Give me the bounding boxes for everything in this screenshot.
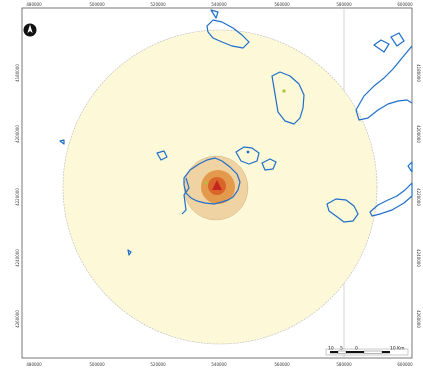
coastline-east-islet [235, 146, 260, 165]
vent-marker-icon [212, 180, 222, 190]
tick-label: 560000 [274, 2, 290, 7]
y-tick-labels-right: 4180000 4200000 4220000 4240000 4260000 [416, 64, 421, 328]
settlement-marker [282, 89, 286, 93]
coastline-east-mainland [355, 45, 413, 121]
tick-label: 4240000 [15, 249, 20, 267]
tick-label: 500000 [89, 362, 105, 367]
tick-label: 480000 [26, 2, 42, 7]
scale-label: 10 [328, 346, 334, 352]
tick-label: 520000 [150, 2, 166, 7]
tick-label: 540000 [211, 2, 227, 7]
tick-label: 500000 [89, 2, 105, 7]
tick-label: 600000 [397, 362, 413, 367]
tick-label: 580000 [336, 2, 352, 7]
tick-label: 4260000 [416, 310, 421, 328]
coastline-west-islet [156, 150, 168, 161]
tick-label: 520000 [150, 362, 166, 367]
tick-label: 540000 [211, 362, 227, 367]
coastline-central-west-lobe [181, 177, 190, 215]
tick-label: 4220000 [15, 188, 20, 206]
coastline-central-island [183, 157, 241, 205]
tick-label: 560000 [274, 362, 290, 367]
scale-label: 10 Km [390, 346, 405, 352]
coastline-northeast-island [271, 71, 305, 125]
tick-label: 4260000 [15, 310, 20, 328]
tick-label: 4200000 [15, 125, 20, 143]
north-arrow-icon [23, 23, 37, 37]
coastline-east-islands [373, 32, 405, 53]
tick-label: 4180000 [15, 64, 20, 82]
coastline-north-islands [206, 9, 250, 49]
tick-label: 480000 [26, 362, 42, 367]
x-tick-labels-top: 480000 500000 520000 540000 560000 580000 6000… [26, 2, 413, 7]
scale-label: 0 [355, 346, 358, 352]
tick-label: 4180000 [416, 64, 421, 82]
tick-label: 4200000 [416, 125, 421, 143]
x-tick-labels-bottom: 480000 500000 520000 540000 560000 580000 6000… [26, 362, 413, 367]
tick-label: 580000 [336, 362, 352, 367]
y-tick-labels-left: 4180000 4200000 4220000 4240000 4260000 [15, 64, 20, 328]
tick-label: 4240000 [416, 249, 421, 267]
settlement-marker [204, 181, 208, 185]
coastline-tiny-islet [59, 139, 65, 145]
coastline-southeast-coast [369, 182, 413, 217]
tick-label: 4220000 [416, 188, 421, 206]
scale-bar: 10 5 0 10 Km [325, 346, 409, 356]
coastline-east-small [407, 161, 413, 173]
scale-label: 5 [340, 346, 343, 352]
settlement-marker [246, 150, 250, 154]
coastline-southeast-island [326, 198, 359, 223]
coastline-small-islet [261, 158, 277, 171]
tick-label: 600000 [397, 2, 413, 7]
coastline-southwest-islet [127, 249, 132, 256]
